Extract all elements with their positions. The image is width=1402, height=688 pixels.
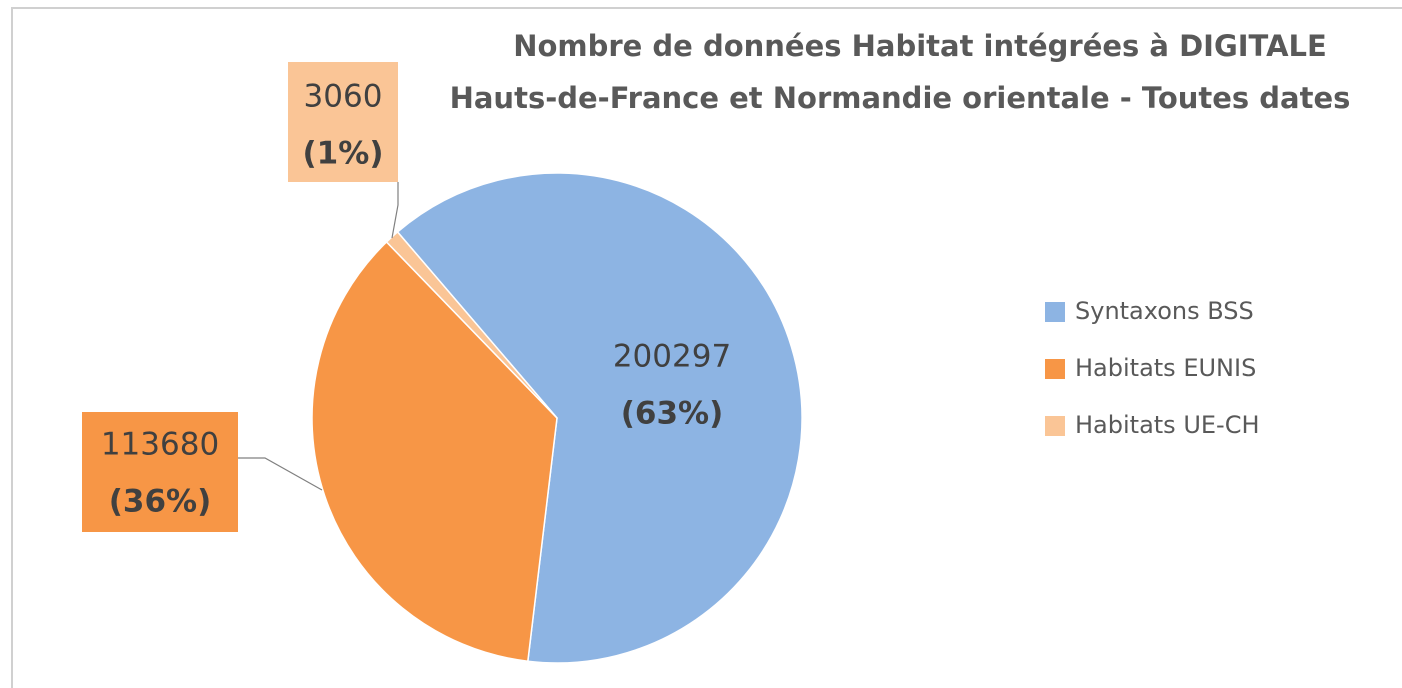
data-label: 3060 (304, 79, 383, 115)
legend-label: Syntaxons BSS (1075, 297, 1254, 325)
legend-swatch (1045, 416, 1065, 436)
data-label-box (288, 62, 398, 182)
legend-swatch (1045, 359, 1065, 379)
legend: Syntaxons BSS Habitats EUNIS Habitats UE-C… (1045, 297, 1260, 439)
legend-swatch (1045, 302, 1065, 322)
data-label-percent: (36%) (109, 484, 212, 520)
data-label: 113680 (101, 427, 219, 463)
pie (311, 172, 803, 664)
legend-label: Habitats EUNIS (1075, 354, 1256, 382)
data-label-percent: (1%) (303, 136, 384, 172)
chart-subtitle: Hauts-de-France et Normandie orientale -… (450, 81, 1351, 115)
pie-slice (311, 240, 558, 663)
data-label: 200297 (613, 339, 731, 375)
data-label-percent: (63%) (621, 396, 724, 432)
leader-line (238, 457, 323, 491)
pie-slice (396, 172, 803, 664)
legend-label: Habitats UE-CH (1075, 411, 1260, 439)
chart-title: Nombre de données Habitat intégrées à DI… (513, 29, 1327, 63)
data-labels: 200297 (63%) 113680 (36%) 3060 (1%) (82, 62, 731, 532)
leader-line (391, 182, 399, 239)
data-label-box (82, 412, 238, 532)
